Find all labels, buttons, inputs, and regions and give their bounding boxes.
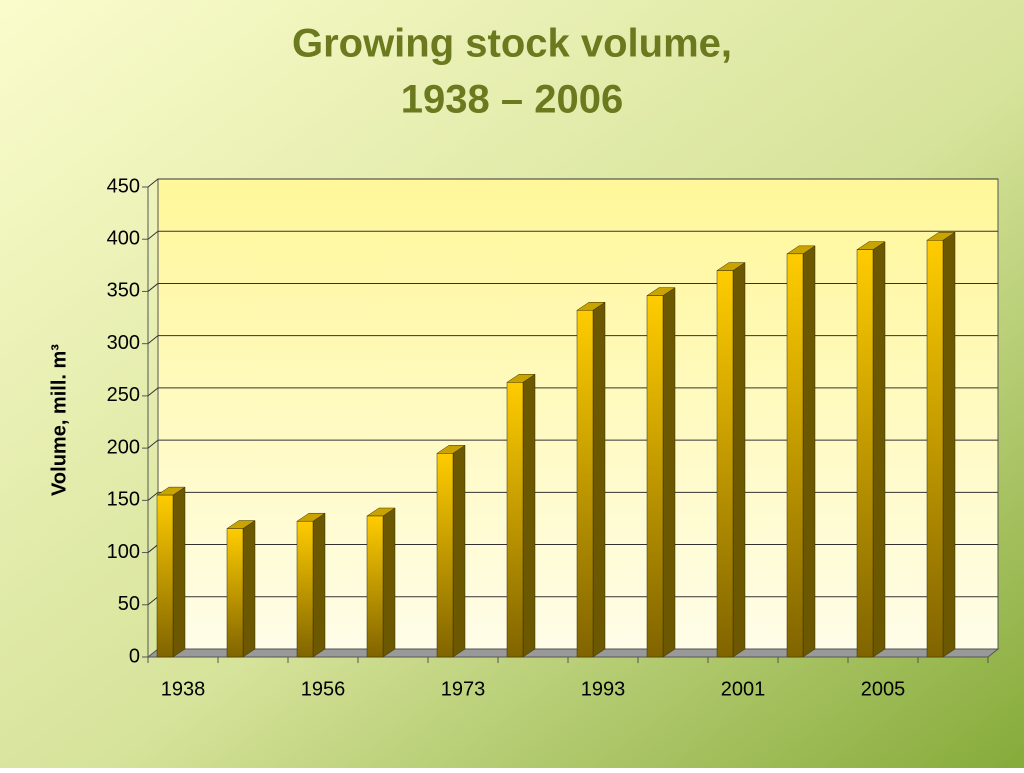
bar bbox=[156, 494, 174, 658]
bar-side bbox=[522, 373, 536, 658]
bar bbox=[646, 295, 664, 658]
x-tick-label: 1938 bbox=[161, 678, 206, 700]
bar bbox=[926, 240, 944, 658]
bar-side bbox=[242, 520, 256, 658]
x-tick-label: 2001 bbox=[721, 678, 766, 700]
grid-line bbox=[147, 283, 159, 292]
chart-title: 1938 – 2006 bbox=[401, 78, 623, 122]
bar-side bbox=[872, 241, 886, 658]
y-tick-label: 450 bbox=[107, 175, 140, 197]
bar-side bbox=[382, 507, 396, 658]
bar bbox=[856, 249, 874, 658]
y-tick-label: 100 bbox=[107, 541, 140, 563]
y-tick-label: 150 bbox=[107, 489, 140, 511]
bar bbox=[786, 253, 804, 658]
grid-line bbox=[147, 596, 159, 606]
grid-line bbox=[147, 230, 159, 240]
bar-side bbox=[732, 262, 746, 658]
y-tick-label: 400 bbox=[107, 228, 140, 250]
grid-line bbox=[147, 491, 159, 501]
x-tick-label: 1956 bbox=[301, 678, 346, 700]
bar bbox=[366, 515, 384, 658]
bar-side bbox=[662, 287, 676, 658]
bar bbox=[226, 528, 244, 658]
grid-line bbox=[147, 178, 159, 188]
y-axis-label: Volume, mill. m³ bbox=[48, 344, 70, 496]
y-tick-label: 300 bbox=[107, 332, 140, 354]
grid-line bbox=[147, 335, 159, 345]
bar bbox=[436, 453, 454, 658]
y-tick-label: 250 bbox=[107, 384, 140, 406]
x-tick-label: 1973 bbox=[441, 678, 486, 700]
bar-side bbox=[452, 444, 466, 658]
bar bbox=[716, 270, 734, 658]
y-tick-label: 0 bbox=[129, 645, 140, 667]
bar-side bbox=[802, 245, 816, 658]
x-tick-label: 2005 bbox=[861, 678, 906, 700]
grid-line bbox=[147, 544, 159, 553]
bar-side bbox=[942, 231, 956, 658]
y-tick-label: 50 bbox=[118, 593, 140, 615]
grid-line bbox=[147, 439, 159, 449]
bar-side bbox=[312, 512, 326, 658]
y-tick-label: 200 bbox=[107, 436, 140, 458]
bar bbox=[576, 309, 594, 658]
bar-side bbox=[172, 486, 186, 658]
bar bbox=[296, 520, 314, 658]
x-tick-label: 1993 bbox=[581, 678, 626, 700]
chart-title: Growing stock volume, bbox=[292, 22, 732, 66]
bar-side bbox=[592, 301, 606, 658]
bar bbox=[506, 382, 524, 658]
grid-line bbox=[147, 387, 159, 397]
y-tick-label: 350 bbox=[107, 280, 140, 302]
